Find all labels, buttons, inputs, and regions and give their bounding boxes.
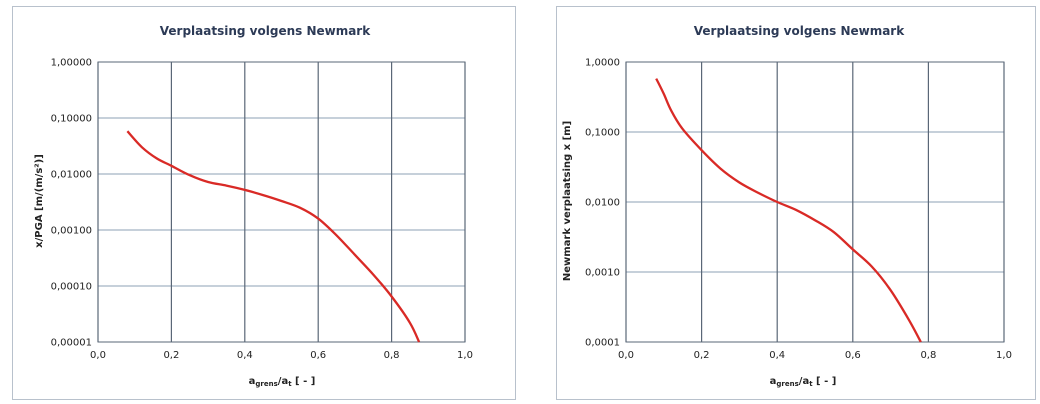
y-axis-label: x/PGA [m/(m/s²)] xyxy=(34,154,45,248)
chart-panel-right: Verplaatsing volgens Newmark Newmark ver… xyxy=(544,0,1040,404)
series-line xyxy=(655,78,922,343)
plot-area-right: 0,0001 0,0010 0,0100 0,1000 1,0000 0,0 0,2 0,4 0… xyxy=(585,58,1012,362)
x-tick-label: 1,0 xyxy=(996,350,1012,361)
chart-frame-left xyxy=(12,6,516,400)
y-tick-label: 0,00100 xyxy=(51,226,92,237)
series-line xyxy=(126,130,421,343)
x-tick-label: 0,2 xyxy=(694,350,710,361)
chart-title: Verplaatsing volgens Newmark xyxy=(694,24,905,38)
x-tick-label: 0,6 xyxy=(845,350,861,361)
x-tick-label: 0,0 xyxy=(618,350,634,361)
y-tick-label: 0,10000 xyxy=(51,114,92,125)
x-tick-label: 0,4 xyxy=(769,350,785,361)
y-tick-label: 0,0001 xyxy=(585,338,620,349)
plot-border xyxy=(625,61,1005,343)
y-tick-label: 0,00001 xyxy=(51,338,92,349)
x-tick-label: 0,4 xyxy=(237,350,253,361)
x-tick-label: 0,6 xyxy=(310,350,326,361)
plot-border xyxy=(97,61,466,343)
y-tick-label: 0,0100 xyxy=(585,198,620,209)
chart-right: Verplaatsing volgens Newmark Newmark ver… xyxy=(562,24,1012,388)
y-axis-label: Newmark verplaatsing x [m] xyxy=(562,121,573,281)
y-tick-label: 1,00000 xyxy=(51,58,92,69)
x-tick-label: 0,2 xyxy=(163,350,179,361)
y-tick-label: 0,00010 xyxy=(51,282,92,293)
plot-area-left: 0,00001 0,00010 0,00100 0,01000 0,10000 1,000… xyxy=(51,58,473,362)
x-tick-label: 0,8 xyxy=(384,350,400,361)
x-axis-label: agrens/at [ - ] xyxy=(770,376,837,388)
x-tick-label: 0,8 xyxy=(920,350,936,361)
chart-left: Verplaatsing volgens Newmark x/PGA [m/(m… xyxy=(34,24,473,388)
x-tick-label: 0,0 xyxy=(90,350,106,361)
chart-title: Verplaatsing volgens Newmark xyxy=(160,24,371,38)
chart-panel-left: Verplaatsing volgens Newmark x/PGA [m/(m… xyxy=(12,6,516,400)
y-tick-label: 0,1000 xyxy=(585,128,620,139)
y-tick-label: 0,0010 xyxy=(585,268,620,279)
x-tick-label: 1,0 xyxy=(457,350,473,361)
y-tick-label: 0,01000 xyxy=(51,170,92,181)
x-axis-label: agrens/at [ - ] xyxy=(249,376,316,388)
y-tick-label: 1,0000 xyxy=(585,58,620,69)
chart-frame-right xyxy=(556,6,1036,400)
